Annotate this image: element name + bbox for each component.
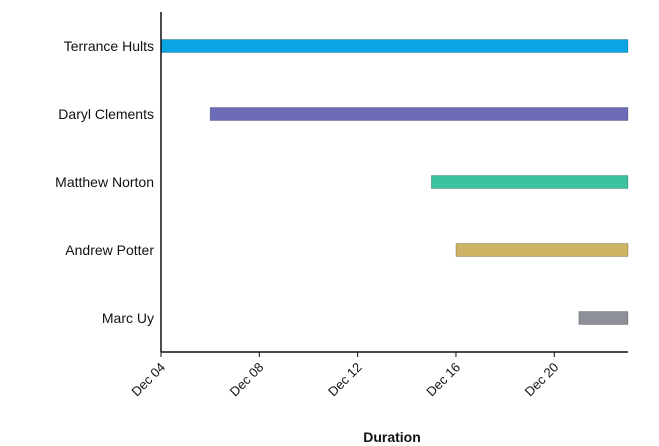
x-tick-label: Dec 08 [227,360,267,400]
category-label: Matthew Norton [55,174,154,190]
x-axis-title: Duration [363,429,421,445]
category-label: Daryl Clements [58,106,154,122]
category-labels: Terrance Hults Daryl Clements Matthew Nort… [55,38,154,326]
bar-matthew-norton [430,175,629,189]
x-tick-label: Dec 12 [325,360,365,400]
x-tick-label: Dec 16 [423,360,463,400]
x-tick-label: Dec 20 [522,360,562,400]
category-label: Terrance Hults [64,38,154,54]
category-label: Andrew Potter [65,242,154,258]
bar-andrew-potter [455,243,629,257]
bar-marc-uy [578,311,629,325]
x-ticks: Dec 04 Dec 08 Dec 12 Dec 16 Dec 20 [128,352,561,399]
x-tick-label: Dec 04 [128,360,168,400]
bars [160,39,629,325]
bar-daryl-clements [209,107,629,121]
bar-terrance-hults [160,39,629,53]
category-label: Marc Uy [102,310,154,326]
